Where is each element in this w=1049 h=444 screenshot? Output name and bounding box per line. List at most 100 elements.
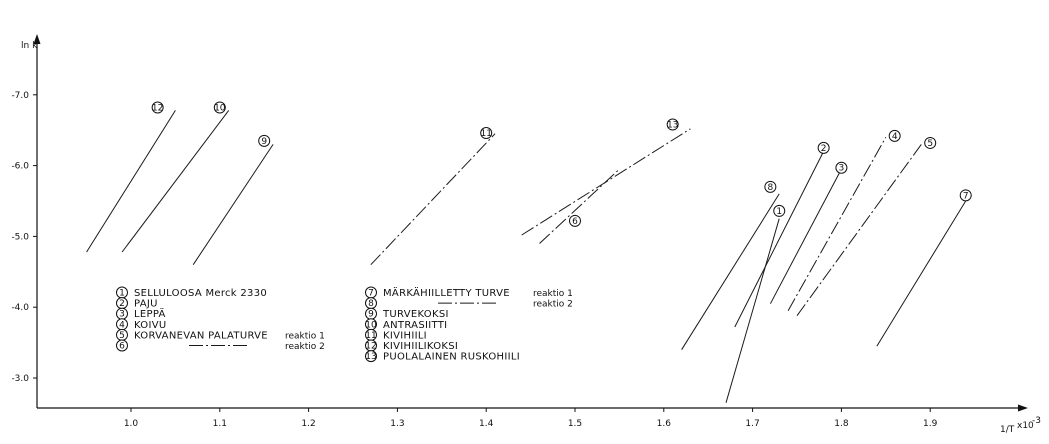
legend-label: KORVANEVAN PALATURVE xyxy=(134,330,268,341)
series-label-10-circle xyxy=(213,101,226,114)
legend-number-12: 12 xyxy=(365,339,377,352)
series-line-3 xyxy=(769,168,842,304)
series-label-12: 12 xyxy=(151,101,164,114)
legend-number-5: 5 xyxy=(116,328,128,341)
series-label-13-number: 13 xyxy=(667,121,678,131)
legend-item-7: 7 MÄRKÄHIILLETTY TURVE reaktio 1 xyxy=(365,286,573,299)
legend-number-8: 8 xyxy=(365,297,377,310)
series-label-8-circle xyxy=(764,180,777,193)
y-tick-label: -4.0 xyxy=(11,303,29,313)
legend-item-8: 8 reaktio 2 xyxy=(365,297,573,310)
legend-label: PUOLALAINEN RUSKOHIILI xyxy=(383,352,520,363)
series-label-5-circle xyxy=(924,136,937,149)
y-tick-label: -7.0 xyxy=(11,91,29,101)
series-label-10: 10 xyxy=(213,101,226,114)
legend-label: TURVEKOKSI xyxy=(382,309,449,320)
series-label-1-circle xyxy=(773,204,786,217)
series-label-9-number: 9 xyxy=(261,137,267,147)
y-tick-label: -3.0 xyxy=(11,374,29,384)
series-label-7: 7 xyxy=(959,189,972,202)
legend-number-1-number: 1 xyxy=(119,289,125,299)
legend-number-11: 11 xyxy=(365,328,377,341)
legend-extra: reaktio 1 xyxy=(533,289,573,299)
x-tick-label: 1.7 xyxy=(745,419,759,429)
legend-item-11: 11 KIVIHIILI xyxy=(365,328,427,341)
series-label-5: 5 xyxy=(924,136,937,149)
legend-number-9: 9 xyxy=(365,307,377,320)
series-label-1: 1 xyxy=(773,204,786,217)
series-line-13 xyxy=(521,128,691,236)
x-tick-label: 1.6 xyxy=(657,419,672,429)
series-line-2 xyxy=(734,151,825,328)
legend-number-6: 6 xyxy=(116,339,128,352)
series-line-8 xyxy=(681,193,780,350)
series-label-2-circle xyxy=(817,141,830,154)
series-line-6 xyxy=(539,168,620,244)
series-label-7-circle xyxy=(959,189,972,202)
series-label-1-number: 1 xyxy=(776,207,782,217)
legend-extra: reaktio 2 xyxy=(533,300,573,310)
legend-number-13-circle xyxy=(365,350,377,363)
x-tick-label: 1.1 xyxy=(213,419,227,429)
legend-extra: reaktio 1 xyxy=(285,331,325,341)
series-label-11: 11 xyxy=(480,127,493,140)
series-label-8-number: 8 xyxy=(767,183,773,193)
legend-number-11-number: 11 xyxy=(365,331,376,341)
series-label-10-number: 10 xyxy=(214,104,226,114)
series-line-5 xyxy=(796,144,922,316)
x-axis-label-exponent: -3 xyxy=(1032,416,1041,426)
legend-number-3-number: 3 xyxy=(119,310,125,320)
series-label-8: 8 xyxy=(764,180,777,193)
x-tick-label: 1.0 xyxy=(124,419,139,429)
legend-item-1: 1 SELLULOOSA Merck 2330 xyxy=(116,286,267,299)
x-tick-label: 1.8 xyxy=(834,419,849,429)
series-line-9 xyxy=(192,144,274,265)
series-line-4 xyxy=(787,137,887,311)
series-line-12 xyxy=(86,110,176,253)
legend-number-10: 10 xyxy=(365,318,377,331)
legend-number-13-number: 13 xyxy=(365,352,376,362)
series-label-5-number: 5 xyxy=(927,139,933,149)
series-label-13: 13 xyxy=(666,118,679,131)
series-label-9-circle xyxy=(258,134,271,147)
series-label-3: 3 xyxy=(835,161,848,174)
x-tick-label: 1.2 xyxy=(301,419,315,429)
y-tick-label: -5.0 xyxy=(11,232,29,242)
series-lines xyxy=(86,110,967,403)
y-axis-arrow xyxy=(33,34,41,44)
legend-item-13: 13 PUOLALAINEN RUSKOHIILI xyxy=(365,350,520,363)
x-axis-label: 1/T xyxy=(1000,425,1015,435)
legend-item-10: 10 ANTRASIITTI xyxy=(365,318,447,331)
series-label-4-number: 4 xyxy=(892,132,898,142)
legend-number-13: 13 xyxy=(365,350,377,363)
series-label-3-circle xyxy=(835,161,848,174)
legend-number-2-number: 2 xyxy=(119,299,125,309)
y-tick-label: -6.0 xyxy=(11,162,29,172)
series-label-2: 2 xyxy=(817,141,830,154)
series-label-6-circle xyxy=(569,214,581,227)
legend-number-7-number: 7 xyxy=(368,289,374,299)
x-tick-label: 1.3 xyxy=(390,419,404,429)
series-label-11-circle xyxy=(480,127,493,140)
legend-number-9-number: 9 xyxy=(368,310,374,320)
legend-item-9: 9 TURVEKOKSI xyxy=(365,307,449,320)
legend-label: ANTRASIITTI xyxy=(383,320,447,331)
legend-number-5-number: 5 xyxy=(119,331,125,341)
legend-label: PAJU xyxy=(134,299,158,310)
legend-number-8-number: 8 xyxy=(368,299,374,309)
series-label-9: 9 xyxy=(258,134,271,147)
x-axis-arrow xyxy=(1018,404,1028,412)
legend-number-6-number: 6 xyxy=(119,342,125,352)
legend-number-12-number: 12 xyxy=(365,342,376,352)
legend-item-4: 4 KOIVU xyxy=(116,318,166,331)
legend-number-10-number: 10 xyxy=(365,320,377,330)
legend-item-3: 3 LEPPÄ xyxy=(116,307,165,320)
series-line-1 xyxy=(725,218,780,403)
legend-label: KIVIHIILI xyxy=(383,330,427,341)
series-label-2-number: 2 xyxy=(821,144,827,154)
legend-number-3: 3 xyxy=(116,307,128,320)
series-label-7-number: 7 xyxy=(963,191,969,201)
